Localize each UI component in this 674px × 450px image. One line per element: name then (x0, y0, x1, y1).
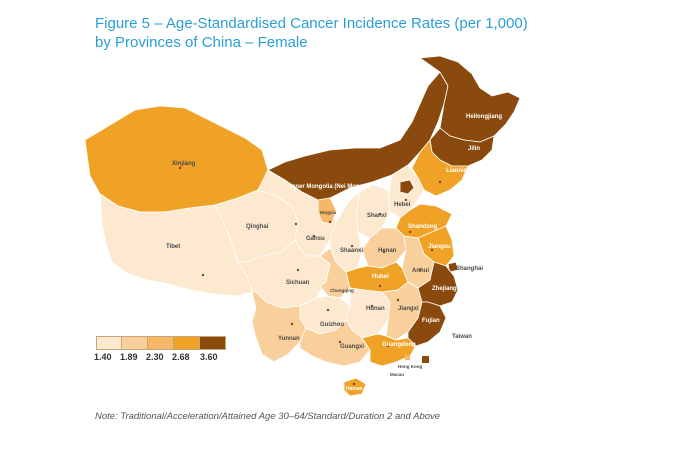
label-tibet: Tibet (166, 244, 180, 250)
label-hainan: Hainan (346, 386, 363, 392)
title-line-1: Figure 5 – Age-Standardised Cancer Incid… (95, 15, 528, 32)
hong-kong-marker[interactable] (422, 356, 429, 363)
legend-labels: 1.40 1.89 2.30 2.68 3.60 (94, 352, 236, 364)
province-guangxi[interactable] (299, 319, 371, 367)
label-taiwan: Taiwan (452, 334, 472, 340)
province-hainan[interactable] (343, 377, 367, 397)
label-ningxia: Ningxia (320, 210, 337, 215)
label-shandong: Shandong (408, 224, 438, 230)
legend-swatch-5 (200, 336, 226, 350)
province-heilongjiang[interactable] (418, 55, 521, 143)
label-xinjiang: Xinjiang (172, 161, 196, 167)
footnote: Note: Traditional/Acceleration/Attained … (95, 411, 441, 422)
capital-dots (178, 116, 464, 386)
label-heilongjiang: Heilongjiang (466, 114, 502, 120)
legend-swatch-1 (96, 336, 122, 350)
label-guizhou: Guizhou (320, 322, 344, 328)
label-jiangsu: Jiangsu (428, 244, 451, 250)
legend-break-1: 1.40 (94, 352, 112, 362)
label-hunan: Hunan (366, 306, 385, 312)
label-henan: Henan (378, 248, 397, 254)
legend-break-3: 2.30 (146, 352, 164, 362)
label-hebei: Hebei (394, 202, 411, 208)
province-xinjiang[interactable] (84, 105, 269, 213)
label-guangxi: Guangxi (340, 344, 364, 350)
label-zhejiang: Zhejiang (432, 286, 457, 292)
label-inner-mongolia: Inner Mongolia (Nei Mongol) (290, 184, 371, 190)
label-shanxi: Shanxi (367, 213, 387, 219)
label-liaoning: Liaoning (446, 168, 471, 174)
legend-break-5: 3.60 (200, 352, 218, 362)
province-ningxia[interactable] (317, 197, 337, 225)
label-hubei: Hubei (372, 274, 389, 280)
legend-swatch-3 (148, 336, 174, 350)
title-line-2: by Provinces of China – Female (95, 34, 308, 51)
label-jilin: Jilin (468, 146, 480, 152)
legend-swatches (96, 336, 236, 350)
province-beijing[interactable] (399, 179, 415, 195)
legend-swatch-2 (122, 336, 148, 350)
legend: 1.40 1.89 2.30 2.68 3.60 (94, 336, 236, 364)
macau-marker[interactable] (405, 355, 410, 360)
label-fujian: Fujian (422, 318, 440, 324)
province-shaanxi[interactable] (329, 191, 363, 273)
province-guangdong[interactable] (361, 333, 417, 367)
legend-break-4: 2.68 (172, 352, 190, 362)
label-shaanxi: Shaanxi (340, 248, 363, 254)
legend-swatch-4 (174, 336, 200, 350)
label-macau: Macau (390, 372, 404, 377)
label-sichuan: Sichuan (286, 280, 310, 286)
label-guangdong: Guangdong (382, 342, 416, 348)
province-fujian[interactable] (407, 301, 447, 347)
province-shanghai[interactable] (447, 261, 459, 273)
label-yunnan: Yunnan (278, 336, 300, 342)
label-gansu: Gansu (306, 236, 325, 242)
province-taiwan[interactable] (459, 315, 471, 343)
label-hong-kong: Hong Kong (398, 364, 422, 369)
legend-break-2: 1.89 (120, 352, 138, 362)
label-qinghai: Qinghai (246, 224, 269, 230)
label-anhui: Anhui (412, 268, 429, 274)
label-jiangxi: Jiangxi (398, 306, 419, 312)
label-chongqing: Chongqing (330, 288, 354, 293)
province-zhejiang[interactable] (417, 261, 459, 307)
figure-title: Figure 5 – Age-Standardised Cancer Incid… (95, 14, 655, 52)
label-shanghai: Shanghai (456, 266, 483, 272)
